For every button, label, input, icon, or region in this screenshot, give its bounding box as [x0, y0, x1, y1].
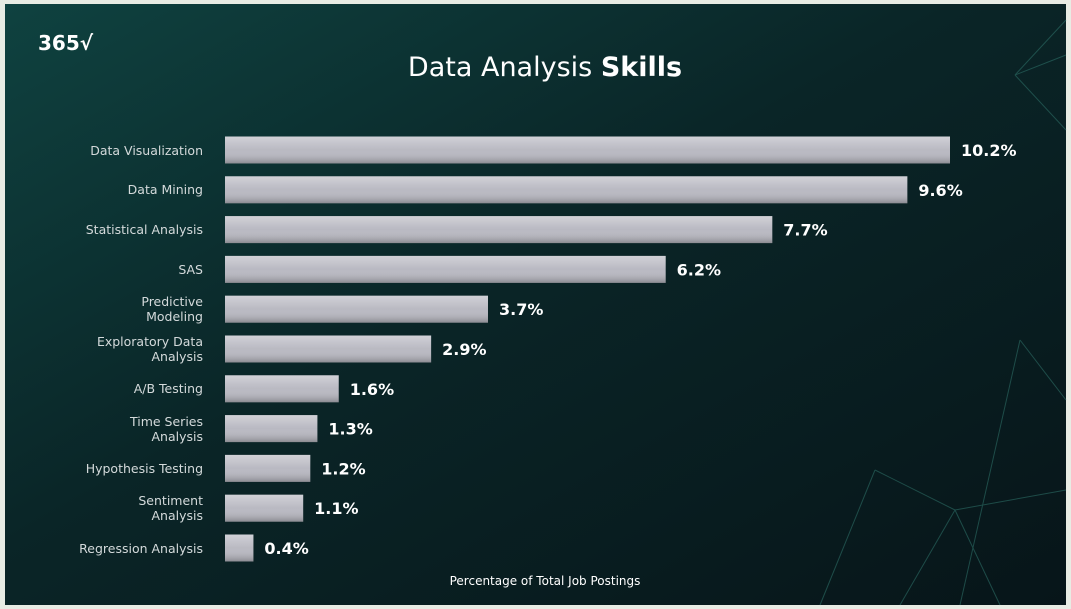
category-label: Data Visualization	[23, 143, 203, 158]
logo: 365√	[38, 31, 94, 55]
category-label: A/B Testing	[23, 381, 203, 396]
value-label: 7.7%	[783, 221, 827, 240]
value-label: 1.3%	[328, 420, 372, 439]
title-part-bold: Skills	[601, 52, 682, 83]
value-label: 1.1%	[314, 499, 358, 518]
bar-shade	[225, 375, 339, 402]
bar-shade	[225, 455, 310, 482]
bar-shade	[225, 336, 431, 363]
category-label: Predictive Modeling	[23, 294, 203, 324]
title-part: Data Analysis	[408, 52, 592, 83]
category-label: Sentiment Analysis	[23, 493, 203, 523]
value-label: 3.7%	[499, 300, 543, 319]
value-label: 1.2%	[321, 459, 365, 478]
value-label: 6.2%	[677, 260, 721, 279]
value-label: 1.6%	[350, 380, 394, 399]
category-label: SAS	[23, 262, 203, 277]
category-label: Time Series Analysis	[23, 414, 203, 444]
category-label: Hypothesis Testing	[23, 461, 203, 476]
value-label: 10.2%	[961, 141, 1017, 160]
value-label: 2.9%	[442, 340, 486, 359]
bar-shade	[225, 415, 317, 442]
bar-shade	[225, 535, 253, 562]
category-label: Regression Analysis	[23, 541, 203, 556]
x-axis-label: Percentage of Total Job Postings	[450, 574, 641, 588]
value-label: 9.6%	[918, 181, 962, 200]
category-label: Data Mining	[23, 182, 203, 197]
chart: 365√ Data Analysis Skills Percentage of …	[0, 0, 1071, 609]
bar-shade	[225, 216, 772, 243]
bar-shade	[225, 137, 950, 164]
category-label: Exploratory Data Analysis	[23, 334, 203, 364]
chart-title: Data Analysis Skills	[408, 52, 682, 83]
value-label: 0.4%	[264, 539, 308, 558]
bar-shade	[225, 296, 488, 323]
category-label: Statistical Analysis	[23, 222, 203, 237]
bar-shade	[225, 495, 303, 522]
bar-shade	[225, 256, 666, 283]
bar-shade	[225, 176, 907, 203]
